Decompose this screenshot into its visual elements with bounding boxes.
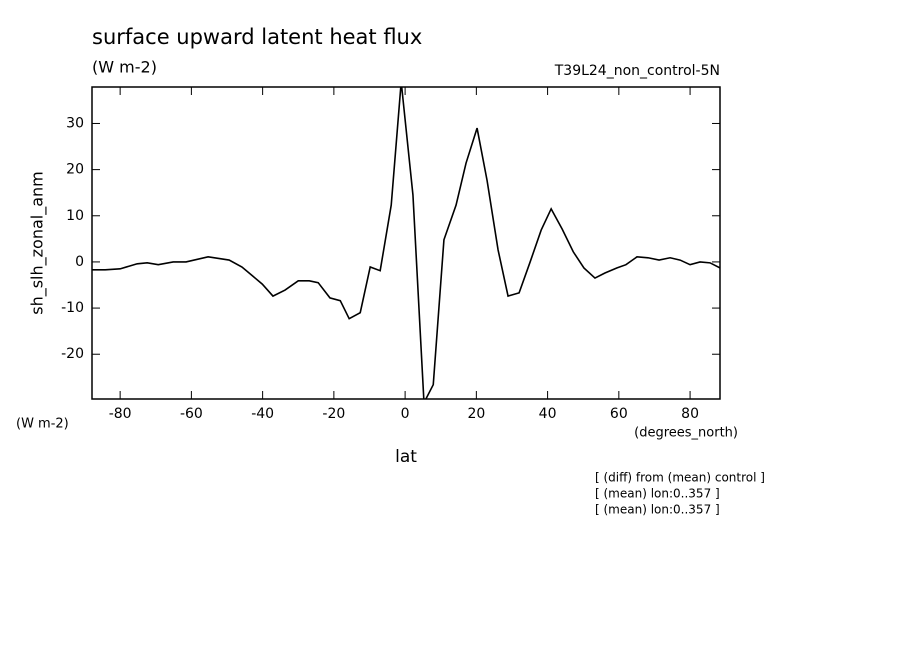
data-line	[92, 87, 720, 399]
note: [ (mean) lon:0..357 ]	[595, 487, 720, 501]
y-tick-label: -20	[61, 346, 84, 362]
note: [ (diff) from (mean) control ]	[595, 471, 765, 485]
x-tick-label: 20	[467, 406, 485, 422]
x-tick-label: 40	[539, 406, 557, 422]
x-tick-label: -20	[322, 406, 345, 422]
x-tick-label: -40	[251, 406, 274, 422]
chart-title: surface upward latent heat flux	[92, 25, 422, 49]
y-tick-label: 10	[66, 208, 84, 224]
y-tick-label: 30	[66, 115, 84, 131]
chart-subtitle: (W m-2)	[92, 58, 157, 77]
y-tick-label: 20	[66, 162, 84, 178]
plot-frame	[91, 86, 721, 400]
y-units: (W m-2)	[16, 417, 69, 432]
x-tick-label: -80	[109, 406, 132, 422]
x-axis-label: lat	[395, 447, 417, 467]
x-tick-label: -60	[180, 406, 203, 422]
y-tick-label: -10	[61, 300, 84, 316]
note: [ (mean) lon:0..357 ]	[595, 503, 720, 517]
x-tick-label: 0	[401, 406, 410, 422]
x-tick-label: 80	[681, 406, 699, 422]
y-axis-label: sh_slh_zonal_anm	[28, 171, 48, 315]
x-units: (degrees_north)	[634, 426, 738, 441]
dataset-label: T39L24_non_control-5N	[554, 63, 720, 79]
y-tick-label: 0	[75, 254, 84, 270]
x-tick-label: 60	[610, 406, 628, 422]
